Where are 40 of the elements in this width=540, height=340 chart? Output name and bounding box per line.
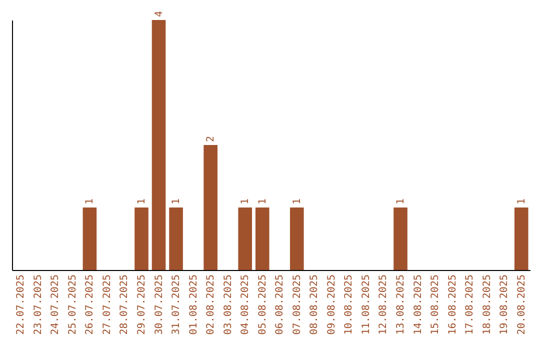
data-label: 1 [240, 198, 252, 204]
x-tick-label: 22.07.2025 [16, 274, 27, 335]
x-tick-label: 16.08.2025 [447, 274, 458, 335]
x-tick-label: 31.07.2025 [171, 274, 182, 335]
x-tick-label: 27.07.2025 [102, 274, 113, 335]
data-label: 1 [136, 198, 148, 204]
x-tick-label: 04.08.2025 [240, 274, 252, 335]
x-tick-label: 06.08.2025 [274, 274, 286, 335]
x-tick-label: 23.07.2025 [32, 274, 44, 335]
x-tick-label: 28.07.2025 [119, 274, 130, 335]
x-tick-label: 03.08.2025 [222, 274, 234, 335]
data-label: 1 [257, 198, 268, 204]
x-tick-label: 10.08.2025 [344, 274, 355, 335]
x-tick-label: 11.08.2025 [360, 274, 372, 335]
x-tick-label: 12.08.2025 [378, 274, 390, 335]
x-tick-label: 15.08.2025 [430, 274, 442, 335]
x-tick-label: 09.08.2025 [326, 274, 338, 335]
x-tick-label: 24.07.2025 [50, 274, 62, 335]
x-tick-label: 25.07.2025 [67, 274, 78, 335]
x-tick-label: 18.08.2025 [482, 274, 493, 335]
data-label: 1 [516, 198, 528, 204]
data-label: 1 [84, 198, 96, 204]
x-tick-label: 05.08.2025 [257, 274, 268, 335]
data-label: 4 [154, 10, 165, 17]
x-tick-label: 02.08.2025 [206, 274, 217, 335]
x-tick-label: 01.08.2025 [188, 274, 200, 335]
x-tick-label: 26.07.2025 [84, 274, 96, 335]
data-label: 1 [292, 198, 303, 204]
x-tick-label: 19.08.2025 [499, 274, 510, 335]
x-tick-label: 20.08.2025 [516, 274, 528, 335]
x-tick-label: 17.08.2025 [464, 274, 476, 335]
x-tick-label: 08.08.2025 [309, 274, 320, 335]
x-tick-label: 14.08.2025 [412, 274, 424, 335]
x-tick-label: 29.07.2025 [136, 274, 148, 335]
data-label: 1 [396, 198, 406, 204]
data-label: 2 [206, 136, 217, 142]
x-tick-label: 07.08.2025 [292, 274, 303, 335]
x-tick-label: 13.08.2025 [396, 274, 406, 335]
data-label: 1 [171, 198, 182, 204]
x-tick-label: 30.07.2025 [154, 274, 165, 335]
